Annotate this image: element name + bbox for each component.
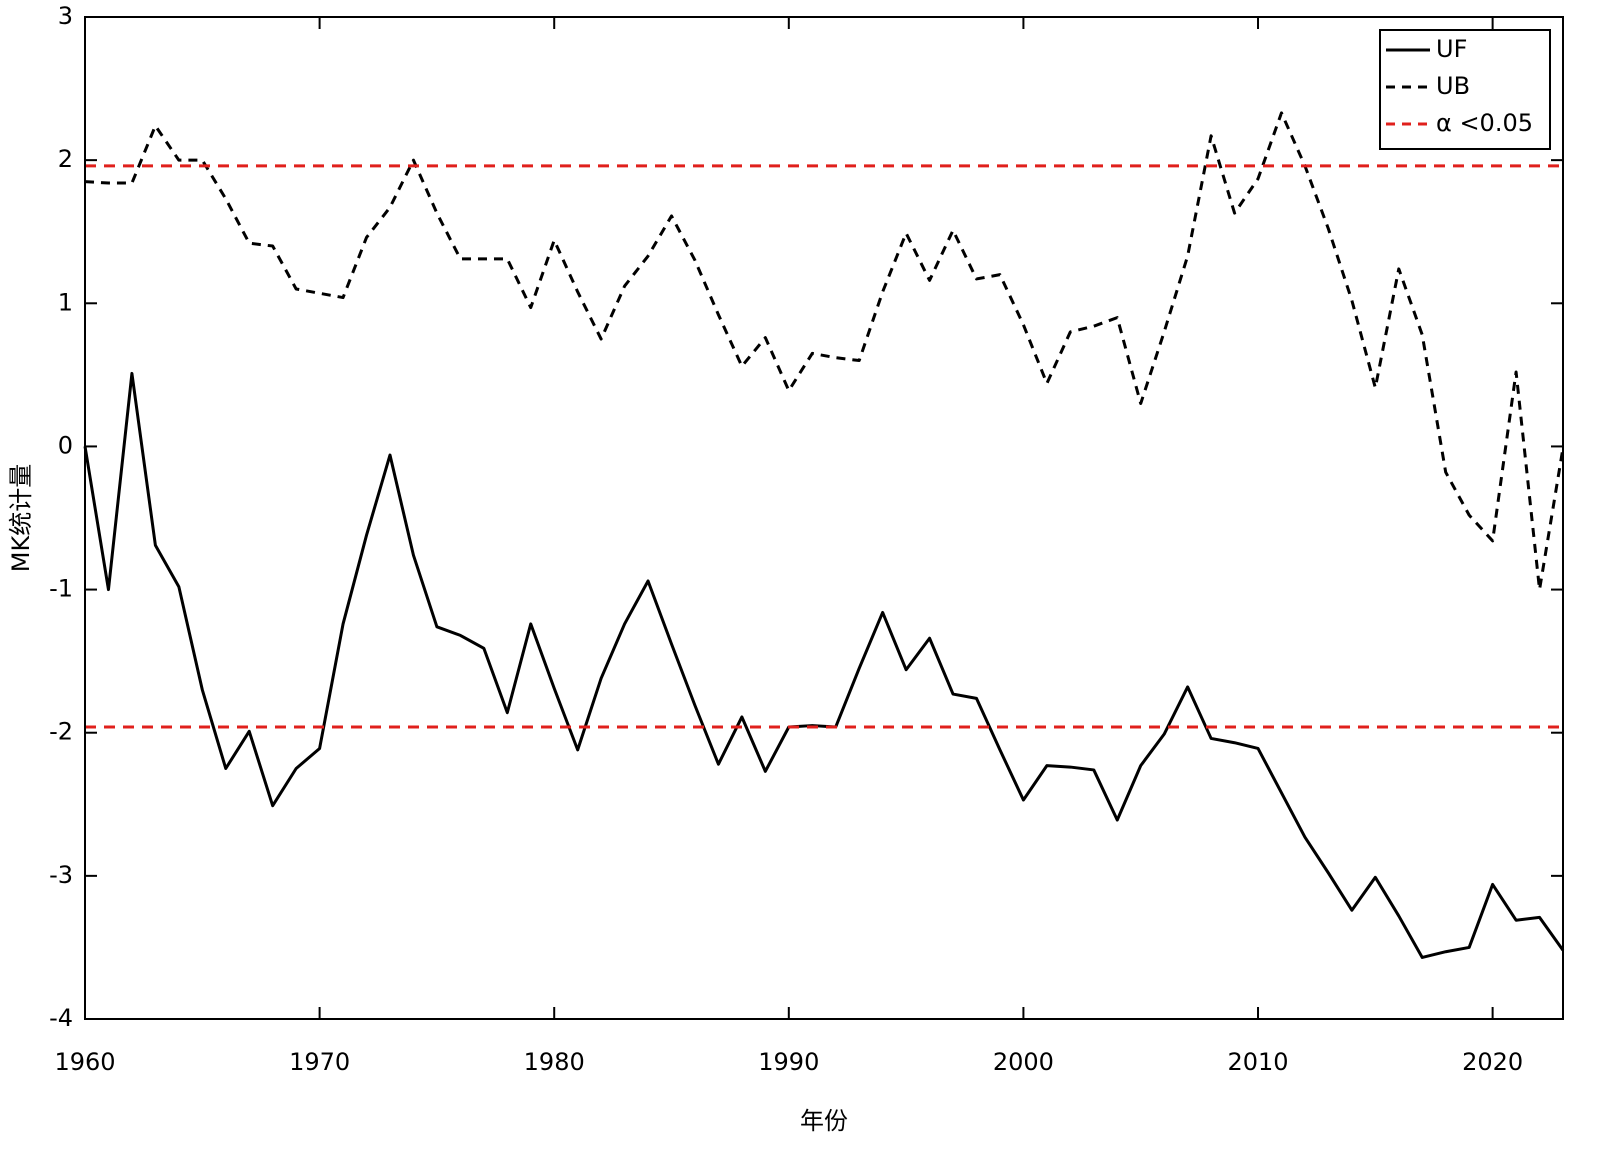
x-tick-label: 2020 bbox=[1462, 1048, 1523, 1076]
y-tick-label: -2 bbox=[49, 718, 73, 746]
y-tick-label: -1 bbox=[49, 575, 73, 603]
y-tick-label: -3 bbox=[49, 861, 73, 889]
legend-label: UF bbox=[1436, 35, 1467, 63]
x-tick-label: 1960 bbox=[54, 1048, 115, 1076]
y-axis-label: MK统计量 bbox=[7, 464, 35, 572]
y-tick-label: 2 bbox=[58, 145, 73, 173]
x-tick-label: 1980 bbox=[524, 1048, 585, 1076]
x-tick-label: 2000 bbox=[993, 1048, 1054, 1076]
series-line bbox=[83, 371, 1565, 959]
y-tick-label: 1 bbox=[58, 288, 73, 316]
y-tick-label: 3 bbox=[58, 2, 73, 30]
series-line bbox=[84, 111, 1565, 592]
x-axis-label: 年份 bbox=[800, 1107, 848, 1135]
y-tick-label: 0 bbox=[58, 431, 73, 459]
x-tick-label: 1990 bbox=[758, 1048, 819, 1076]
plot-frame bbox=[84, 16, 1564, 1020]
y-tick-label: -4 bbox=[49, 1004, 73, 1032]
legend-label: α <0.05 bbox=[1436, 109, 1533, 137]
x-tick-label: 1970 bbox=[289, 1048, 350, 1076]
x-tick-label: 2010 bbox=[1227, 1048, 1288, 1076]
legend-label: UB bbox=[1436, 72, 1470, 100]
